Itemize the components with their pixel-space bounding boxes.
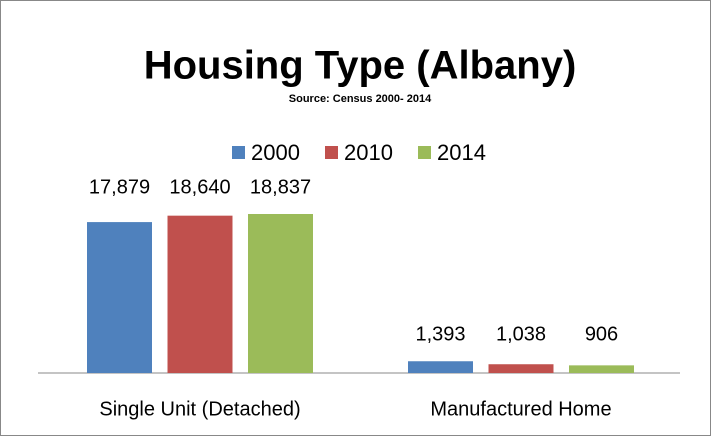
legend-swatch [232, 146, 245, 159]
bar [488, 364, 554, 373]
data-label: 906 [585, 324, 618, 346]
legend-label: 2000 [251, 140, 300, 165]
x-tick-label: Single Unit (Detached) [99, 398, 300, 420]
data-label: 1,393 [415, 324, 465, 346]
bar [569, 365, 634, 373]
bar [167, 215, 233, 373]
chart-title: Housing Type (Albany) [144, 44, 577, 88]
legend-swatch [418, 146, 431, 159]
bar [248, 214, 313, 373]
data-label: 18,640 [169, 176, 230, 198]
bar [408, 361, 473, 373]
data-label: 17,879 [89, 176, 150, 198]
data-label: 18,837 [250, 176, 311, 198]
chart-subtitle: Source: Census 2000- 2014 [289, 93, 432, 105]
legend-label: 2014 [437, 140, 486, 165]
bar [87, 222, 152, 373]
legend-label: 2010 [344, 140, 393, 165]
x-tick-label: Manufactured Home [430, 398, 611, 420]
legend-swatch [325, 146, 338, 159]
data-label: 1,038 [496, 324, 546, 346]
